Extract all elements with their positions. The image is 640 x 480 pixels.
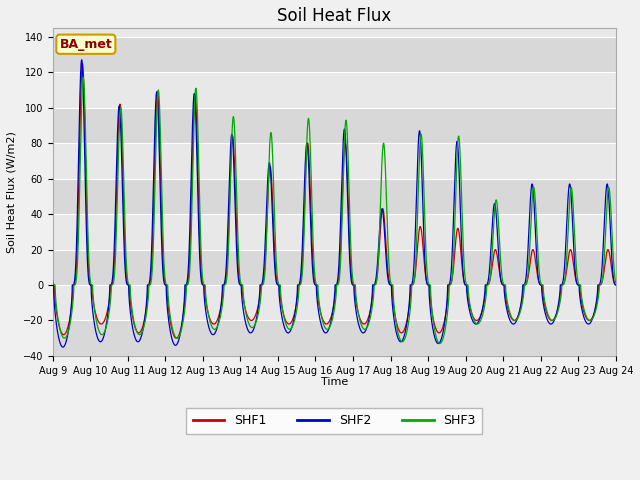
SHF2	[390, 312, 397, 317]
SHF1	[612, 282, 620, 288]
Bar	[52, 250, 616, 285]
Legend: SHF1, SHF2, SHF3: SHF1, SHF2, SHF3	[186, 408, 482, 433]
Bar	[52, 321, 616, 356]
SHF2	[399, 336, 407, 342]
SHF2	[559, 280, 566, 286]
SHF1	[390, 301, 397, 307]
SHF3	[612, 279, 620, 285]
Bar	[52, 214, 616, 250]
Bar	[52, 37, 616, 72]
SHF1	[399, 329, 407, 335]
SHF3	[436, 341, 444, 347]
SHF2	[206, 328, 214, 334]
SHF3	[170, 329, 177, 335]
Bar	[52, 285, 616, 321]
Bar	[52, 143, 616, 179]
SHF3	[612, 279, 620, 285]
SHF2	[78, 57, 86, 63]
SHF1	[172, 336, 180, 341]
SHF3	[559, 282, 566, 288]
X-axis label: Time: Time	[321, 377, 348, 387]
Title: Soil Heat Flux: Soil Heat Flux	[277, 7, 392, 25]
Bar	[52, 72, 616, 108]
SHF3	[389, 292, 397, 298]
Bar	[52, 108, 616, 143]
Y-axis label: Soil Heat Flux (W/m2): Soil Heat Flux (W/m2)	[7, 131, 17, 253]
SHF2	[612, 282, 620, 288]
SHF1	[170, 332, 177, 337]
SHF3	[399, 338, 407, 344]
SHF3	[49, 278, 56, 284]
Text: BA_met: BA_met	[60, 38, 112, 51]
Line: SHF2: SHF2	[52, 60, 616, 347]
SHF2	[170, 341, 177, 347]
SHF1	[612, 282, 620, 288]
SHF3	[79, 75, 87, 81]
Bar	[52, 179, 616, 214]
SHF1	[49, 281, 56, 287]
SHF1	[206, 317, 214, 323]
SHF2	[59, 344, 67, 350]
SHF2	[49, 282, 56, 288]
Line: SHF1: SHF1	[52, 63, 616, 338]
Line: SHF3: SHF3	[52, 78, 616, 344]
SHF2	[612, 282, 620, 288]
SHF1	[79, 60, 86, 66]
SHF3	[206, 319, 214, 324]
SHF1	[559, 282, 566, 288]
